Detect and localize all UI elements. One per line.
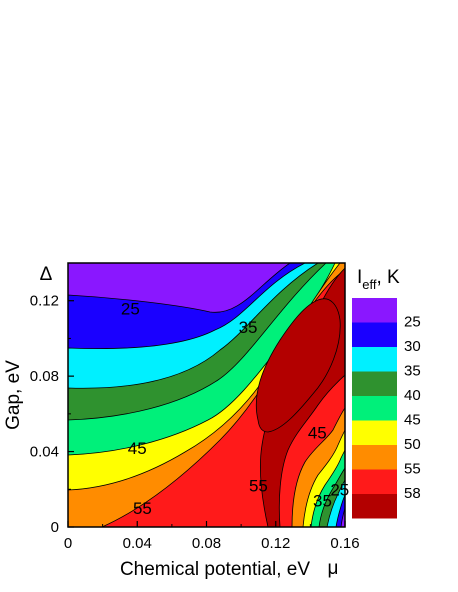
contour-label: 25	[330, 480, 349, 499]
y-tick-label: 0.12	[30, 293, 59, 310]
x-axis-label: Chemical potential, eV	[120, 559, 310, 580]
axes: 0 0.04 0.08 0.12 0.16 0 0.04 0.08 0.12 Chemical p…	[3, 262, 360, 580]
y-tick-label: 0.04	[30, 444, 59, 461]
contour-label: 25	[121, 299, 140, 318]
contour-band	[340, 507, 345, 527]
legend-title: Ieff, K	[357, 267, 400, 292]
legend-swatch	[352, 420, 397, 445]
legend-label: 25	[404, 314, 421, 331]
x-axis-symbol: μ	[328, 558, 339, 579]
colorbar-legend: 25 30 35 40 45 50 55 58 Ieff, K	[352, 267, 421, 519]
legend-swatch	[352, 445, 397, 470]
legend-swatch	[352, 347, 397, 372]
legend-swatch	[352, 469, 397, 494]
contour-label: 55	[133, 499, 152, 518]
contour-label: 45	[128, 439, 147, 458]
x-tick-label: 0.12	[261, 535, 290, 552]
legend-swatch	[352, 371, 397, 396]
legend-label: 30	[404, 338, 421, 355]
contour-label: 55	[249, 477, 268, 496]
legend-label: 35	[404, 363, 421, 380]
legend-label: 55	[404, 461, 421, 478]
legend-swatch	[352, 494, 397, 519]
contour-bands	[68, 263, 345, 527]
y-axis-symbol: Δ	[40, 264, 53, 285]
x-tick-label: 0.16	[330, 535, 359, 552]
legend-swatch	[352, 298, 397, 323]
y-tick-label: 0.08	[30, 368, 59, 385]
legend-label: 40	[404, 387, 421, 404]
y-axis-label: Gap, eV	[3, 360, 24, 430]
legend-label: 58	[404, 485, 421, 502]
y-tick-label: 0	[51, 519, 59, 536]
legend-label: 50	[404, 436, 421, 453]
contour-band-peak	[255, 298, 341, 433]
contour-label: 35	[239, 318, 258, 337]
legend-swatch	[352, 396, 397, 421]
legend-label: 45	[404, 412, 421, 429]
x-tick-label: 0.04	[123, 535, 152, 552]
legend-swatch	[352, 322, 397, 347]
contour-label: 45	[308, 424, 327, 443]
contour-label: 35	[313, 492, 332, 511]
x-tick-label: 0	[64, 535, 72, 552]
x-tick-label: 0.08	[192, 535, 221, 552]
